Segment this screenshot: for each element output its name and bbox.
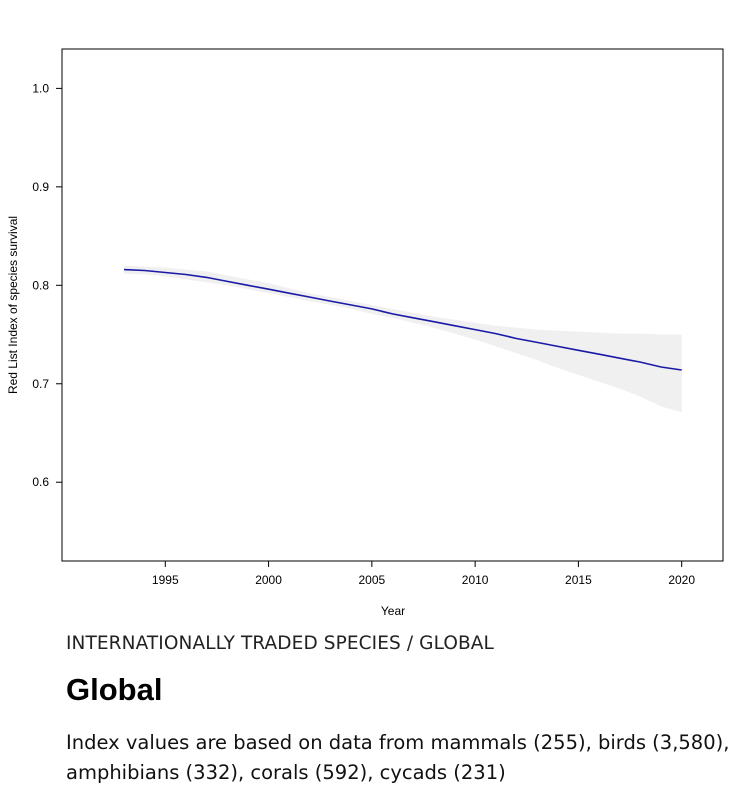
series-line <box>123 268 682 371</box>
region-heading: Global <box>66 672 163 707</box>
confidence-band <box>124 265 682 413</box>
y-tick-label-0.7: 0.7 <box>32 377 49 391</box>
x-tick-label-2005: 2005 <box>358 573 385 587</box>
x-tick-label-2000: 2000 <box>255 573 282 587</box>
x-axis: 1995 2000 2005 2010 2015 2020 <box>152 561 695 587</box>
x-tick-label-2020: 2020 <box>668 573 695 587</box>
y-tick-label-0.6: 0.6 <box>32 475 49 489</box>
x-tick-label-1995: 1995 <box>152 573 179 587</box>
x-axis-label: Year <box>381 604 405 618</box>
breadcrumb-subtitle: INTERNATIONALLY TRADED SPECIES / GLOBAL <box>66 633 494 654</box>
x-tick-label-2010: 2010 <box>462 573 489 587</box>
rli-line-chart: 1995 2000 2005 2010 2015 2020 0.6 0.7 0.8 0.9 1.0… <box>6 48 724 618</box>
y-axis-label: Red List Index of species survival <box>6 216 20 394</box>
y-tick-label-0.9: 0.9 <box>32 180 49 194</box>
y-axis: 0.6 0.7 0.8 0.9 1.0 <box>32 81 62 489</box>
y-tick-label-1.0: 1.0 <box>32 81 49 95</box>
plot-frame <box>61 48 724 562</box>
data-source-description: Index values are based on data from mamm… <box>66 731 730 784</box>
x-tick-label-2015: 2015 <box>565 573 592 587</box>
y-tick-label-0.8: 0.8 <box>32 278 49 292</box>
